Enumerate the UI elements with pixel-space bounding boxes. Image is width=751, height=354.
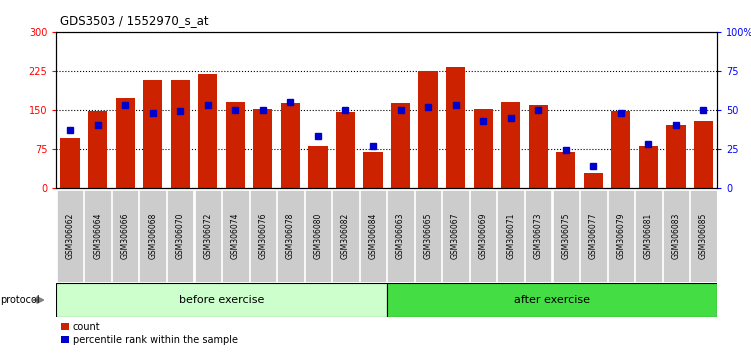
FancyBboxPatch shape [140, 189, 166, 282]
FancyBboxPatch shape [690, 189, 716, 282]
Bar [418, 71, 438, 188]
Bar [391, 103, 410, 188]
FancyBboxPatch shape [195, 189, 221, 282]
Bar [474, 109, 493, 188]
Bar [638, 146, 658, 188]
Text: GSM306065: GSM306065 [424, 212, 433, 259]
FancyBboxPatch shape [608, 189, 634, 282]
FancyBboxPatch shape [305, 189, 331, 282]
Bar [88, 111, 107, 188]
FancyBboxPatch shape [360, 189, 386, 282]
Bar [225, 102, 245, 188]
FancyBboxPatch shape [277, 189, 303, 282]
FancyBboxPatch shape [415, 189, 442, 282]
FancyBboxPatch shape [84, 189, 111, 282]
FancyBboxPatch shape [332, 189, 359, 282]
FancyBboxPatch shape [249, 189, 276, 282]
Text: GDS3503 / 1552970_s_at: GDS3503 / 1552970_s_at [60, 14, 209, 27]
Bar [584, 173, 603, 188]
Text: GSM306076: GSM306076 [258, 212, 267, 259]
Bar [143, 80, 162, 188]
Bar [281, 103, 300, 188]
Text: GSM306067: GSM306067 [451, 212, 460, 259]
Bar [694, 121, 713, 188]
Bar [336, 112, 355, 188]
FancyBboxPatch shape [222, 189, 249, 282]
Text: GSM306071: GSM306071 [506, 212, 515, 259]
Bar [556, 152, 575, 188]
Text: GSM306072: GSM306072 [204, 212, 213, 259]
FancyBboxPatch shape [662, 189, 689, 282]
Bar [60, 138, 80, 188]
Bar [501, 102, 520, 188]
Text: GSM306063: GSM306063 [396, 212, 405, 259]
Bar [56, 283, 387, 317]
FancyBboxPatch shape [388, 189, 414, 282]
Text: protocol: protocol [0, 295, 40, 305]
Legend: count, percentile rank within the sample: count, percentile rank within the sample [61, 322, 238, 344]
FancyBboxPatch shape [497, 189, 524, 282]
Text: GSM306085: GSM306085 [699, 212, 708, 259]
Text: GSM306077: GSM306077 [589, 212, 598, 259]
Text: GSM306084: GSM306084 [369, 212, 378, 259]
Text: GSM306075: GSM306075 [561, 212, 570, 259]
Bar [170, 80, 190, 188]
Text: GSM306069: GSM306069 [478, 212, 487, 259]
Text: GSM306073: GSM306073 [534, 212, 543, 259]
Bar [198, 74, 218, 188]
Text: GSM306083: GSM306083 [671, 212, 680, 259]
Bar [666, 125, 686, 188]
Bar [363, 152, 383, 188]
Bar [387, 283, 717, 317]
Text: GSM306064: GSM306064 [93, 212, 102, 259]
Text: GSM306082: GSM306082 [341, 212, 350, 258]
Bar [611, 111, 630, 188]
Bar [529, 104, 547, 188]
FancyBboxPatch shape [112, 189, 138, 282]
FancyBboxPatch shape [470, 189, 496, 282]
Bar [116, 98, 135, 188]
FancyBboxPatch shape [167, 189, 194, 282]
Text: before exercise: before exercise [179, 295, 264, 305]
Text: GSM306066: GSM306066 [121, 212, 130, 259]
Text: GSM306074: GSM306074 [231, 212, 240, 259]
Bar [308, 146, 327, 188]
FancyBboxPatch shape [442, 189, 469, 282]
Text: GSM306070: GSM306070 [176, 212, 185, 259]
Bar [253, 109, 273, 188]
Text: GSM306078: GSM306078 [286, 212, 295, 259]
FancyBboxPatch shape [525, 189, 551, 282]
Bar [446, 67, 465, 188]
FancyBboxPatch shape [580, 189, 607, 282]
Text: GSM306062: GSM306062 [65, 212, 74, 259]
FancyBboxPatch shape [57, 189, 83, 282]
Text: after exercise: after exercise [514, 295, 590, 305]
Text: GSM306080: GSM306080 [313, 212, 322, 259]
FancyBboxPatch shape [635, 189, 662, 282]
FancyBboxPatch shape [553, 189, 579, 282]
Text: GSM306068: GSM306068 [148, 212, 157, 259]
Text: GSM306079: GSM306079 [617, 212, 626, 259]
Text: GSM306081: GSM306081 [644, 212, 653, 258]
